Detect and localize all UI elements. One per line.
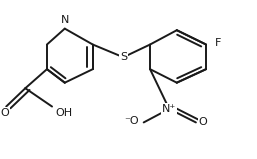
Text: S: S bbox=[120, 52, 127, 62]
Text: N⁺: N⁺ bbox=[162, 104, 176, 114]
Text: F: F bbox=[215, 38, 222, 48]
Text: O: O bbox=[1, 108, 9, 118]
Text: O: O bbox=[199, 117, 207, 127]
Text: ⁻O: ⁻O bbox=[124, 116, 139, 126]
Text: N: N bbox=[61, 15, 69, 25]
Text: OH: OH bbox=[55, 108, 72, 118]
